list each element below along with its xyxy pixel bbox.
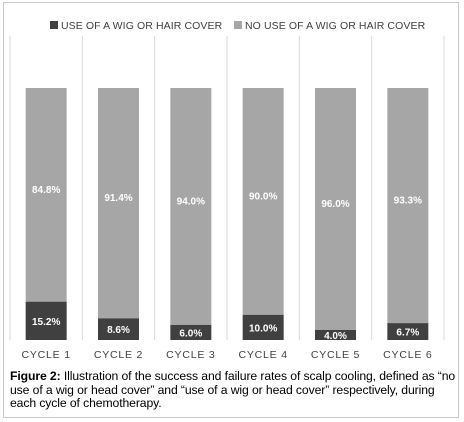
legend-label: USE OF A WIG OR HAIR COVER (61, 20, 223, 32)
bar-wig (242, 314, 284, 340)
x-tick-label: CYCLE 2 (94, 349, 143, 361)
data-label-wig: 6.0% (179, 328, 202, 339)
data-label-wig: 10.0% (249, 323, 277, 334)
x-axis-tick-labels: CYCLE 1 CYCLE 2 CYCLE 3 CYCLE 4 CYCLE 5 CYCLE… (21, 349, 432, 361)
bar-wig (25, 301, 67, 340)
figure-caption: Figure 2: Illustration of the success an… (10, 369, 456, 411)
data-label-wig: 6.7% (396, 328, 419, 339)
caption-lead: Figure 2: (10, 369, 61, 383)
bar-wig (387, 323, 429, 340)
bar-no-wig (25, 88, 67, 302)
stacked-bar-chart: USE OF A WIG OR HAIR COVER NO USE OF A WI… (9, 20, 445, 361)
data-label-no-wig: 94.0% (177, 196, 205, 207)
data-label-no-wig: 93.3% (394, 196, 422, 207)
x-tick-label: CYCLE 4 (238, 349, 287, 361)
x-tick-label: CYCLE 5 (311, 349, 360, 361)
bars: 84.8% 15.2% 91.4% 8.6% 94.0% 6.0% 90.0% 10.0% 96… (25, 88, 429, 342)
data-label-wig: 4.0% (324, 331, 347, 342)
legend-label: NO USE OF A WIG OR HAIR COVER (245, 20, 426, 32)
data-label-wig: 15.2% (32, 317, 60, 328)
x-tick-label: CYCLE 6 (383, 349, 432, 361)
bar-no-wig (315, 88, 356, 330)
figure-frame (3, 2, 459, 418)
x-tick-label: CYCLE 1 (21, 349, 70, 361)
bar-wig (170, 324, 212, 340)
legend-swatch (50, 21, 58, 29)
chart-area: USE OF A WIG OR HAIR COVER NO USE OF A WI… (9, 20, 445, 361)
bar-no-wig (170, 88, 212, 325)
bar-no-wig (387, 88, 429, 324)
category-dividers (9, 36, 445, 340)
x-tick-label: CYCLE 3 (166, 349, 215, 361)
legend-swatch (234, 21, 242, 29)
bar-no-wig (242, 88, 284, 315)
data-label-no-wig: 84.8% (32, 185, 60, 196)
data-label-no-wig: 90.0% (249, 191, 277, 202)
legend: USE OF A WIG OR HAIR COVER NO USE OF A WI… (50, 20, 426, 32)
bar-wig (315, 329, 356, 340)
data-label-no-wig: 91.4% (104, 193, 132, 204)
data-label-no-wig: 96.0% (321, 199, 349, 210)
caption-text: Illustration of the success and failure … (10, 369, 456, 410)
bar-no-wig (98, 88, 139, 319)
data-label-wig: 8.6% (107, 325, 130, 336)
bar-wig (98, 318, 139, 340)
